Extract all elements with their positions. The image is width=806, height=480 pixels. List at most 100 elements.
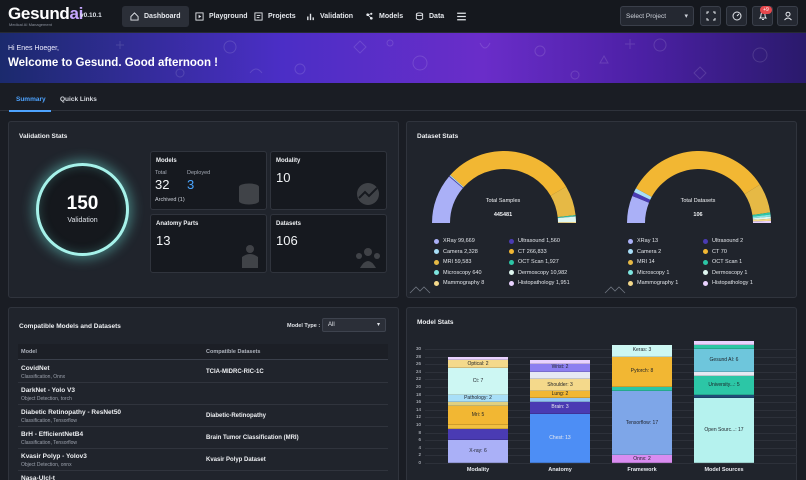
legend-item: Camera 2,328 [434, 249, 478, 255]
x-category-label: Model Sources [704, 467, 744, 473]
models-deployed: 3 [187, 177, 195, 192]
bar-segment[interactable] [530, 371, 590, 380]
compatible-dataset: Kvasir Polyp Dataset [206, 457, 266, 463]
legend-dot [434, 280, 439, 286]
tab-quick-links[interactable]: Quick Links [60, 96, 97, 103]
bar-segment[interactable] [448, 425, 508, 429]
grid-line [425, 425, 797, 426]
x-category-label: Framework [627, 467, 657, 473]
bar-segment[interactable]: Chest: 13 [530, 413, 590, 463]
bar-segment[interactable]: Tensorflow: 17 [612, 390, 672, 456]
bar-segment[interactable]: Open Sourc...: 17 [694, 398, 754, 463]
bar-segment[interactable] [612, 387, 672, 391]
bar-segment[interactable]: Optical: 2 [448, 360, 508, 368]
bar-segment[interactable]: Keras: 3 [612, 345, 672, 357]
bar-segment[interactable]: Gesund AI: 6 [694, 349, 754, 372]
tile-title: Anatomy Parts [156, 221, 199, 227]
nav-playground[interactable]: Playground [187, 6, 256, 27]
bar-segment[interactable]: Onnx: 2 [612, 455, 672, 463]
grid-line [425, 356, 797, 358]
bar-segment[interactable]: Wrist: 2 [530, 364, 590, 372]
bar-segment[interactable]: Pathology: 2 [448, 394, 508, 403]
legend-label: Camera 2,328 [443, 248, 478, 255]
bar-segment[interactable] [694, 341, 754, 346]
bar-segment[interactable]: Ct: 7 [448, 368, 508, 395]
speed-button[interactable] [726, 6, 747, 26]
x-category-label: Anatomy [548, 467, 572, 473]
legend-label: Microscopy 1 [637, 269, 670, 276]
bar-label: Wrist: 2 [551, 364, 569, 371]
y-tick-label: 8 [418, 429, 421, 435]
chevron-down-icon: ▾ [684, 13, 688, 20]
bar-segment[interactable] [448, 402, 508, 406]
bar-segment[interactable] [530, 398, 590, 403]
bar-segment[interactable]: Brain: 3 [530, 402, 590, 414]
table-row[interactable]: Kvasir Polyp - Yolov3 Object Detection, o… [18, 449, 388, 471]
database-icon [239, 183, 259, 205]
bar-segment[interactable] [694, 394, 754, 399]
bar-segment[interactable] [530, 360, 590, 365]
legend-item: Histopathology 1 [703, 280, 753, 286]
bar-segment[interactable] [694, 371, 754, 376]
model-type: Object Detection, torch [21, 396, 72, 402]
bar-segment[interactable] [448, 356, 508, 361]
model-name: CovidNet [21, 365, 50, 372]
nav-dashboard[interactable]: Dashboard [122, 6, 189, 27]
nav-data[interactable]: Data [407, 6, 452, 27]
legend-label: OCT Scan 1 [712, 259, 743, 265]
nav-projects[interactable]: Projects [246, 6, 304, 27]
legend-item: MRI 59,583 [434, 259, 471, 265]
profile-button[interactable] [777, 6, 798, 26]
tab-summary[interactable]: Summary [16, 96, 46, 103]
legend-label: Microscopy 640 [443, 269, 482, 276]
legend-label: XRay 99,669 [443, 238, 475, 244]
top-nav: Gesundai Medical AI Management v0.10.1 D… [0, 0, 806, 33]
modality-tile[interactable]: Modality 10 [270, 151, 387, 210]
bar-segment[interactable]: University...: 5 [694, 375, 754, 395]
legend-dot [703, 259, 708, 265]
nav-label: Playground [209, 13, 248, 20]
model-name: BrH - EfficientNetB4 [21, 431, 84, 438]
models-tile[interactable]: Models [150, 151, 267, 210]
logo-ai: ai [69, 4, 84, 23]
validation-total: 150 [66, 193, 99, 214]
legend-label: MRI 59,583 [443, 259, 472, 265]
welcome-banner: Hi Enes Hoeger, Welcome to Gesund. Good … [0, 33, 806, 83]
table-row[interactable]: CovidNet Classification, Onnx TCIA-MIDRC-R… [18, 361, 388, 383]
playground-icon [195, 12, 204, 21]
anatomy-tile[interactable]: Anatomy Parts 13 [150, 214, 267, 273]
menu-icon[interactable] [455, 10, 468, 23]
bar-segment[interactable] [694, 345, 754, 349]
grid-line [425, 349, 797, 350]
model-type: Classification, Tensorflow [21, 440, 78, 446]
grid-line [425, 402, 797, 404]
bar-label: X-ray: 6 [469, 448, 487, 455]
bar-segment[interactable]: Pytorch: 8 [612, 356, 672, 387]
nav-models[interactable]: Models [357, 6, 411, 27]
table-row[interactable]: DarkNet - Yolo V3 Object Detection, torch [18, 383, 388, 405]
select-project-dropdown[interactable]: Select Project ▾ [620, 6, 694, 26]
legend-item: CT 70 [703, 249, 727, 255]
logo[interactable]: Gesundai [8, 4, 83, 24]
table-header: Model Compatible Datasets [18, 344, 388, 360]
nav-validation[interactable]: Validation [298, 6, 361, 27]
bar-segment[interactable] [448, 428, 508, 441]
card-title: Validation Stats [19, 133, 68, 140]
table-row[interactable]: BrH - EfficientNetB4 Classification, Tens… [18, 427, 388, 449]
tile-title: Modality [276, 158, 301, 164]
bar-segment[interactable]: X-ray: 6 [448, 440, 508, 463]
bar-segment[interactable]: Lung: 2 [530, 390, 590, 399]
table-row[interactable]: Diabetic Retinopathy - ResNet50 Classific… [18, 405, 388, 427]
datasets-tile[interactable]: Datasets 106 [270, 214, 387, 273]
notification-badge: +9 [760, 6, 772, 14]
table-row[interactable]: Nasa-Ulcl-t [18, 471, 388, 480]
y-tick-label: 28 [415, 353, 421, 359]
bar-segment[interactable]: Shoulder: 3 [530, 379, 590, 391]
version-label: v0.10.1 [80, 12, 102, 19]
bar-segment[interactable]: Mri: 5 [448, 406, 508, 425]
fullscreen-button[interactable] [700, 6, 721, 26]
bar-label: Pytorch: 8 [630, 368, 654, 375]
legend-item: Microscopy 1 [628, 270, 669, 276]
y-tick-label: 0 [418, 460, 421, 465]
model-type-select[interactable]: All ▾ [322, 318, 386, 332]
